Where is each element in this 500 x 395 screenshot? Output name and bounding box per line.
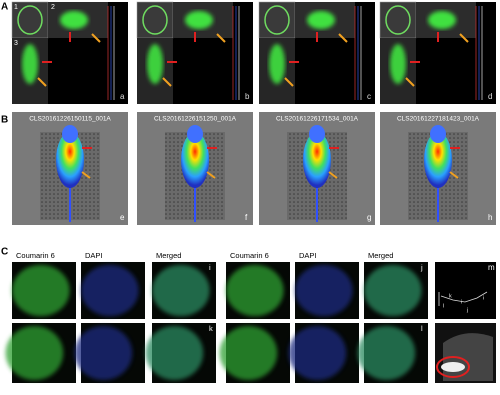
signal <box>147 44 163 84</box>
fluorescence <box>5 326 64 380</box>
label: CLS20161226150115_001A <box>29 116 111 123</box>
signal <box>390 44 406 84</box>
arrow <box>216 33 226 43</box>
label: C <box>1 247 8 258</box>
signal <box>264 5 290 35</box>
label: h <box>488 213 492 222</box>
label: 1 <box>14 4 18 11</box>
arrow <box>206 171 216 179</box>
mouse-head <box>309 125 325 143</box>
label: DAPI <box>85 251 103 260</box>
mouse-body <box>303 132 331 188</box>
fluorescence <box>74 326 133 380</box>
label: Merged <box>156 251 181 260</box>
label: b <box>245 92 250 101</box>
label: 3 <box>14 40 18 47</box>
signal <box>307 11 335 29</box>
label: j <box>466 307 468 313</box>
arrow <box>338 33 348 43</box>
arrow <box>328 171 338 179</box>
label: j <box>420 263 423 272</box>
label: l <box>421 324 423 333</box>
label: m <box>488 263 495 272</box>
fluorescence <box>219 326 278 380</box>
mouse-head <box>187 125 203 143</box>
label: i <box>483 295 484 301</box>
signal <box>142 5 168 35</box>
label: i <box>209 263 211 272</box>
fluorescence <box>357 326 416 380</box>
mouse-head <box>430 125 446 143</box>
label: d <box>488 92 492 101</box>
plot-panel <box>435 262 496 319</box>
fluorescence <box>12 264 70 317</box>
signal <box>185 11 213 29</box>
label: Merged <box>368 251 393 260</box>
highlight-circle <box>436 356 470 378</box>
fluorescence <box>145 326 204 380</box>
label: k <box>449 293 452 299</box>
label: c <box>367 92 371 101</box>
signal <box>60 11 88 29</box>
fluorescence <box>364 264 422 317</box>
arrow <box>162 77 172 87</box>
label: a <box>120 92 125 101</box>
tissue <box>441 362 465 372</box>
trace <box>440 291 488 303</box>
arrow <box>91 33 101 43</box>
arrow <box>37 77 47 87</box>
fluorescence <box>152 264 210 317</box>
label: Coumarin 6 <box>230 251 269 260</box>
signal <box>385 5 411 35</box>
fluorescence <box>226 264 284 317</box>
fluorescence <box>288 326 347 380</box>
label: i <box>461 299 462 305</box>
label: f <box>245 213 248 222</box>
fluorescence <box>81 264 139 317</box>
mouse-head <box>62 125 78 143</box>
signal <box>17 5 43 35</box>
label: 2 <box>51 4 55 11</box>
label: e <box>120 213 125 222</box>
label: l <box>443 303 444 309</box>
arrow <box>81 171 91 179</box>
arrow <box>449 171 459 179</box>
mouse-body <box>56 132 84 188</box>
mouse-body <box>181 132 209 188</box>
label: CLS20161226151250_001A <box>154 116 237 123</box>
label: CLS20161226171534_001A <box>276 116 359 123</box>
label: DAPI <box>299 251 317 260</box>
signal <box>22 44 38 84</box>
label: A <box>1 2 8 13</box>
signal <box>269 44 285 84</box>
label: B <box>1 115 8 126</box>
fluorescence <box>295 264 353 317</box>
label: Coumarin 6 <box>16 251 55 260</box>
arrow <box>405 77 415 87</box>
label: k <box>209 324 213 333</box>
label: g <box>367 213 371 222</box>
signal <box>428 11 456 29</box>
arrow <box>459 33 469 43</box>
arrow <box>284 77 294 87</box>
mouse-body <box>424 132 452 188</box>
label: CLS20161227181423_001A <box>397 116 480 123</box>
